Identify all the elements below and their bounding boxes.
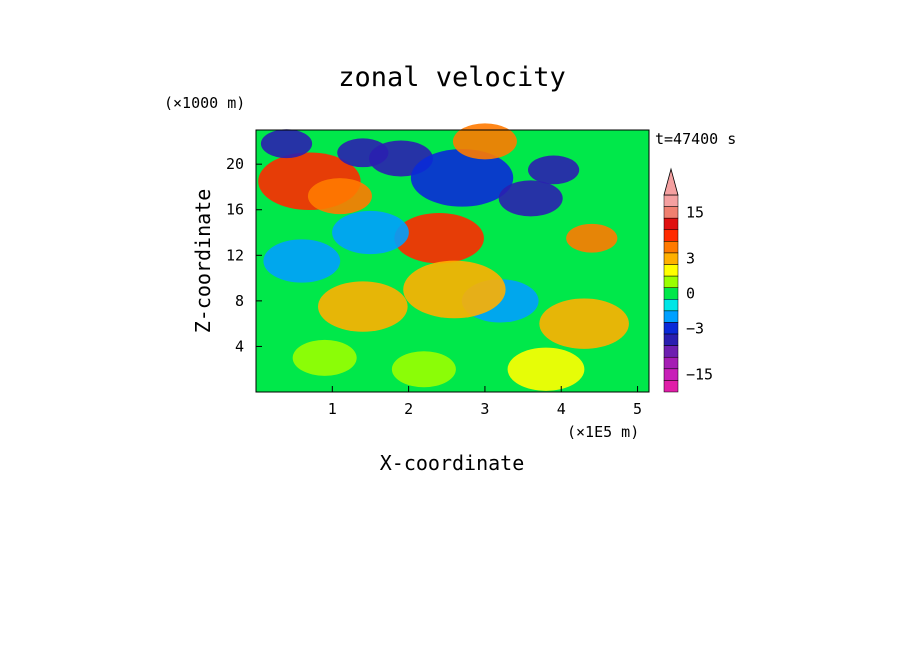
- y-unit-label: (×1000 m): [164, 94, 245, 112]
- x-tick-label: 2: [404, 400, 413, 418]
- colorbar-swatch: [663, 310, 679, 323]
- contour-region: [507, 347, 585, 391]
- colorbar-arrow: [663, 167, 679, 196]
- contour-region: [528, 155, 580, 185]
- contour-region: [332, 210, 409, 255]
- colorbar-swatch: [663, 345, 679, 358]
- x-tick-label: 3: [480, 400, 489, 418]
- colorbar-swatch: [663, 229, 679, 242]
- contour-region: [394, 213, 484, 264]
- contour-region: [403, 260, 506, 319]
- colorbar-tick-label: 15: [686, 203, 704, 221]
- colorbar-tick-label: −15: [686, 366, 713, 384]
- contour-region: [307, 178, 372, 215]
- colorbar-swatch: [663, 368, 679, 381]
- colorbar-swatch: [663, 299, 679, 312]
- colorbar-swatch: [663, 356, 679, 370]
- plot-frame: [255, 129, 650, 393]
- contour-region: [539, 298, 629, 349]
- x-tick-label: 1: [328, 400, 337, 418]
- colorbar-swatch: [663, 333, 679, 346]
- colorbar-swatch: [663, 380, 679, 393]
- colorbar-swatch: [663, 264, 679, 277]
- colorbar-tick-label: −3: [686, 319, 704, 337]
- y-axis: 4 8 12 16 20: [226, 155, 262, 355]
- y-axis-label: Z-coordinate: [191, 189, 215, 334]
- contour-region: [391, 351, 456, 388]
- colorbar-swatch: [663, 217, 679, 231]
- colorbar-swatch: [663, 287, 679, 300]
- chart-title: zonal velocity: [338, 62, 566, 93]
- contour-region: [410, 149, 514, 207]
- y-tick-label: 12: [226, 246, 244, 264]
- x-axis-label: X-coordinate: [380, 451, 525, 475]
- time-label: t=47400 s: [655, 130, 736, 148]
- y-tick-label: 20: [226, 155, 244, 173]
- contour-region: [292, 339, 357, 376]
- contour-fill: [258, 123, 629, 391]
- contour-region: [566, 223, 618, 253]
- x-unit-label: (×1E5 m): [567, 423, 639, 441]
- y-tick-label: 8: [235, 292, 244, 310]
- plot-area: [255, 123, 650, 393]
- colorbar-swatch: [663, 252, 679, 265]
- colorbar-swatch: [663, 322, 679, 335]
- colorbar-swatch: [663, 206, 679, 219]
- contour-region: [260, 129, 313, 159]
- colorbar-swatch: [663, 241, 679, 254]
- contour-region: [263, 239, 341, 283]
- colorbar-tick-label: 0: [686, 285, 695, 303]
- contour-region: [452, 123, 517, 160]
- x-tick-label: 5: [633, 400, 642, 418]
- colorbar-tick-label: 3: [686, 250, 695, 268]
- colorbar-swatch: [663, 275, 679, 288]
- y-tick-label: 4: [235, 337, 244, 355]
- contour-region: [498, 180, 563, 217]
- colorbar: 15 3 0 −3 −15: [663, 167, 713, 393]
- x-tick-label: 4: [557, 400, 566, 418]
- x-axis: 1 2 3 4 5: [328, 386, 642, 418]
- y-tick-label: 16: [226, 201, 244, 219]
- contour-region: [318, 281, 408, 332]
- colorbar-swatch: [663, 194, 679, 207]
